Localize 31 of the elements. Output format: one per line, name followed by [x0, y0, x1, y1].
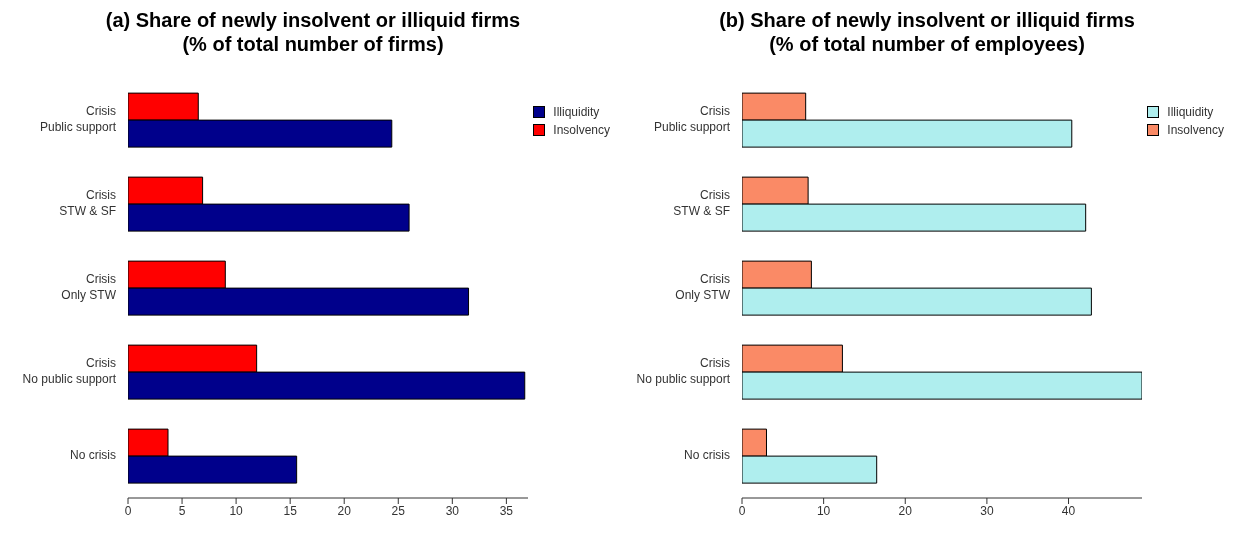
x-tick-label: 15 — [283, 503, 298, 518]
x-tick-label: 35 — [499, 503, 514, 518]
y-tick-label: Crisis Public support — [653, 104, 731, 135]
y-tick-label: Crisis STW & SF — [59, 188, 116, 219]
x-tick-label: 0 — [124, 503, 132, 518]
legend-label: Insolvency — [553, 122, 610, 139]
x-tick-label: 30 — [980, 503, 994, 518]
x-tick-label: 10 — [229, 503, 244, 518]
chart-subtitle: (% of total number of employees) — [768, 32, 1086, 56]
x-tick-label: 25 — [391, 503, 406, 518]
legend-label: Illiquidity — [553, 104, 600, 121]
y-tick-label: No crisis — [69, 448, 116, 463]
x-tick-label: 20 — [337, 503, 352, 518]
y-tick-label: Crisis Only STW — [675, 272, 731, 303]
y-tick-label: Crisis Only STW — [61, 272, 117, 303]
x-tick-label: 10 — [816, 503, 831, 518]
x-tick-label: 5 — [178, 503, 186, 518]
x-tick-label: 40 — [1061, 503, 1076, 518]
x-tick-label: 20 — [898, 503, 913, 518]
x-tick-label: 30 — [445, 503, 460, 518]
y-tick-label: No crisis — [683, 448, 730, 463]
chart-title: (b) Share of newly insolvent or illiquid firms — [718, 8, 1136, 32]
x-tick-label: 0 — [738, 503, 746, 518]
y-tick-label: Crisis STW & SF — [673, 188, 730, 219]
chart-title: (a) Share of newly insolvent or illiquid firms — [104, 8, 522, 32]
y-tick-label: Crisis No public support — [636, 356, 731, 387]
y-tick-label: Crisis No public support — [22, 356, 117, 387]
legend-label: Insolvency — [1167, 122, 1224, 139]
legend-label: Illiquidity — [1167, 104, 1214, 121]
chart-subtitle: (% of total number of firms) — [181, 32, 445, 56]
y-tick-label: Crisis Public support — [39, 104, 117, 135]
